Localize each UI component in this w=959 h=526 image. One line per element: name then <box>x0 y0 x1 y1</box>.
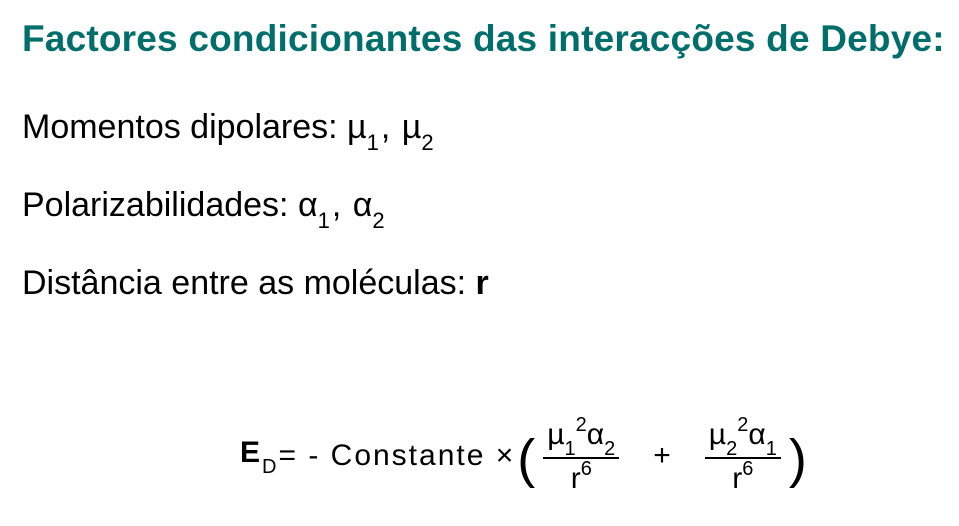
fraction-2-denominator: r6 <box>728 459 757 494</box>
den2-r: r <box>732 462 742 495</box>
num2-sq: 2 <box>737 414 748 436</box>
formula-eq: = - Constante × <box>278 439 515 473</box>
line-polarizabilidades: Polarizabilidades: α1, α2 <box>22 186 937 230</box>
alpha2-subscript: 2 <box>372 208 384 233</box>
debye-energy-formula: ED = - Constante × ( µ12α2 r6 + µ22α1 r6… <box>240 417 809 494</box>
mu1-symbol: µ <box>347 108 367 146</box>
num1-sq: 2 <box>576 414 587 436</box>
mu1-subscript: 1 <box>367 130 379 155</box>
mu2-symbol: µ <box>402 108 422 146</box>
page-title: Factores condicionantes das interacções … <box>22 18 937 60</box>
page: Factores condicionantes das interacções … <box>0 0 959 526</box>
fraction-1-denominator: r6 <box>567 459 596 494</box>
formula-D-subscript: D <box>262 456 278 478</box>
formula-E: E <box>240 436 262 469</box>
comma-2: , <box>330 186 353 224</box>
polar-label: Polarizabilidades: <box>22 186 298 224</box>
dist-label: Distância entre as moléculas: <box>22 264 476 302</box>
comma-1: , <box>379 108 402 146</box>
num1-mu: µ <box>547 418 564 451</box>
alpha1-symbol: α <box>298 186 318 224</box>
den1-r: r <box>571 462 581 495</box>
fraction-2: µ22α1 r6 <box>705 417 781 494</box>
mu2-subscript: 2 <box>421 130 433 155</box>
num1-mu-sub: 1 <box>565 438 576 460</box>
line-distancia: Distância entre as moléculas: r <box>22 264 937 303</box>
den1-exp: 6 <box>581 458 592 480</box>
line-momentos: Momentos dipolares: µ1, µ2 <box>22 108 937 152</box>
r-symbol: r <box>476 264 489 302</box>
num1-alpha-sub: 2 <box>604 438 615 460</box>
momentos-label: Momentos dipolares: <box>22 108 347 146</box>
num2-alpha-sub: 1 <box>766 438 777 460</box>
den2-exp: 6 <box>742 458 753 480</box>
fraction-2-numerator: µ22α1 <box>705 417 781 459</box>
alpha2-symbol: α <box>353 186 373 224</box>
alpha1-subscript: 1 <box>318 208 330 233</box>
num2-alpha: α <box>748 418 765 451</box>
num2-mu: µ <box>709 418 726 451</box>
num1-alpha: α <box>587 418 604 451</box>
num2-mu-sub: 2 <box>726 438 737 460</box>
fraction-1: µ12α2 r6 <box>543 417 619 494</box>
fraction-1-numerator: µ12α2 <box>543 417 619 459</box>
plus-sign: + <box>625 439 699 473</box>
